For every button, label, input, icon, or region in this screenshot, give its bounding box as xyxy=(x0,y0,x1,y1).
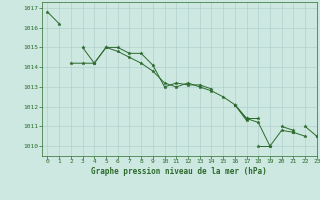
X-axis label: Graphe pression niveau de la mer (hPa): Graphe pression niveau de la mer (hPa) xyxy=(91,167,267,176)
